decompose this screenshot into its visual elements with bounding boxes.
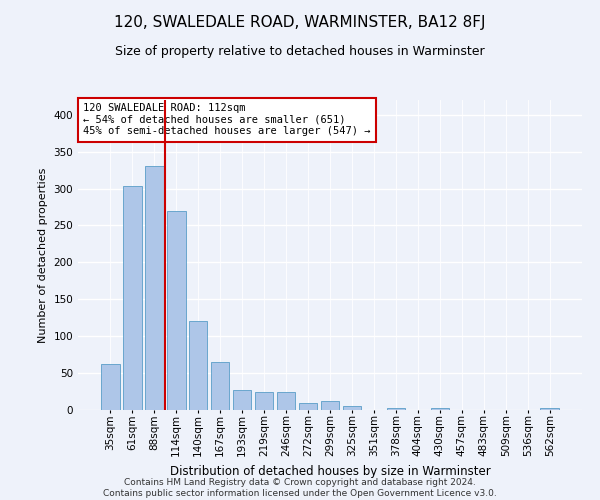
Bar <box>101 364 119 410</box>
Bar <box>277 392 295 410</box>
Bar <box>320 401 340 410</box>
Bar <box>123 186 142 410</box>
Bar <box>343 406 361 410</box>
Bar <box>541 408 559 410</box>
Bar <box>386 408 405 410</box>
Bar <box>145 166 164 410</box>
Text: Size of property relative to detached houses in Warminster: Size of property relative to detached ho… <box>115 45 485 58</box>
Text: 120, SWALEDALE ROAD, WARMINSTER, BA12 8FJ: 120, SWALEDALE ROAD, WARMINSTER, BA12 8F… <box>114 15 486 30</box>
Bar <box>189 322 208 410</box>
Bar <box>167 210 185 410</box>
Y-axis label: Number of detached properties: Number of detached properties <box>38 168 48 342</box>
Bar <box>233 390 251 410</box>
X-axis label: Distribution of detached houses by size in Warminster: Distribution of detached houses by size … <box>170 464 490 477</box>
Bar <box>431 408 449 410</box>
Text: 120 SWALEDALE ROAD: 112sqm
← 54% of detached houses are smaller (651)
45% of sem: 120 SWALEDALE ROAD: 112sqm ← 54% of deta… <box>83 103 371 136</box>
Bar <box>211 362 229 410</box>
Text: Contains HM Land Registry data © Crown copyright and database right 2024.
Contai: Contains HM Land Registry data © Crown c… <box>103 478 497 498</box>
Bar <box>255 392 274 410</box>
Bar <box>299 402 317 410</box>
